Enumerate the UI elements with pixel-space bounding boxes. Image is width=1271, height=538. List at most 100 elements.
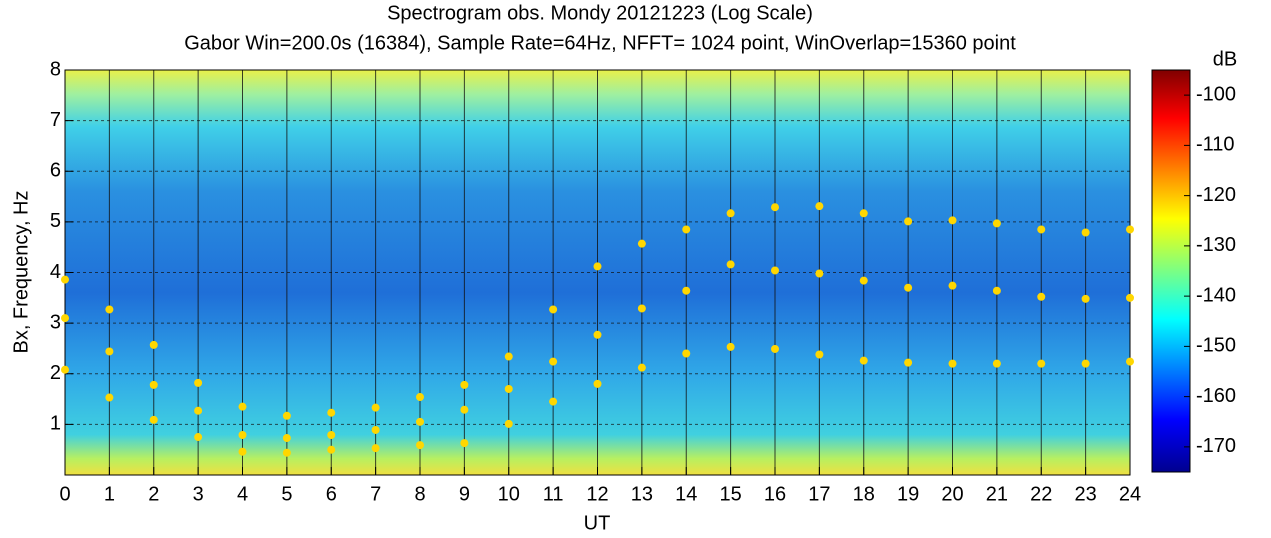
point bbox=[637, 304, 646, 313]
x-tick-label: 6 bbox=[326, 483, 337, 505]
point bbox=[726, 342, 735, 351]
x-tick-label: 20 bbox=[941, 483, 963, 505]
x-tick-label: 16 bbox=[764, 483, 786, 505]
point bbox=[726, 260, 735, 269]
colorbar-tick-label: -120 bbox=[1196, 184, 1236, 206]
point bbox=[1037, 225, 1046, 234]
point bbox=[460, 405, 469, 414]
point bbox=[726, 209, 735, 218]
point bbox=[771, 203, 779, 212]
x-tick-label: 13 bbox=[631, 483, 653, 505]
point bbox=[682, 225, 691, 234]
point bbox=[549, 305, 558, 314]
x-tick-label: 8 bbox=[414, 483, 425, 505]
x-tick-label: 14 bbox=[675, 483, 697, 505]
point bbox=[1037, 359, 1046, 368]
point bbox=[593, 330, 602, 339]
point bbox=[327, 445, 336, 454]
point bbox=[815, 202, 824, 211]
x-tick-label: 11 bbox=[543, 483, 564, 505]
point bbox=[1126, 293, 1134, 302]
point bbox=[460, 439, 469, 448]
point bbox=[1126, 357, 1134, 366]
point bbox=[549, 397, 558, 406]
point bbox=[682, 349, 691, 358]
x-tick-label: 23 bbox=[1075, 483, 1097, 505]
y-tick-label: 8 bbox=[50, 58, 61, 80]
point bbox=[327, 408, 336, 417]
x-tick-label: 10 bbox=[498, 483, 520, 505]
point bbox=[416, 393, 424, 402]
point bbox=[105, 393, 114, 402]
point bbox=[149, 415, 158, 424]
x-tick-label: 21 bbox=[986, 483, 1008, 505]
point bbox=[282, 434, 291, 443]
point bbox=[992, 286, 1001, 295]
point bbox=[815, 269, 824, 278]
point bbox=[1081, 359, 1090, 368]
point bbox=[371, 403, 380, 412]
x-tick-label: 12 bbox=[586, 483, 608, 505]
x-tick-label: 17 bbox=[808, 483, 830, 505]
point bbox=[105, 305, 114, 314]
point bbox=[504, 352, 513, 361]
x-axis-label: UT bbox=[584, 512, 611, 534]
point bbox=[992, 359, 1001, 368]
x-tick-label: 19 bbox=[897, 483, 919, 505]
point bbox=[637, 363, 646, 372]
y-tick-label: 7 bbox=[50, 109, 61, 131]
colorbar-tick-label: -170 bbox=[1196, 435, 1236, 457]
x-tick-label: 0 bbox=[59, 483, 70, 505]
point bbox=[416, 417, 424, 426]
point bbox=[460, 380, 469, 389]
colorbar-tick-label: -110 bbox=[1196, 134, 1235, 156]
point bbox=[859, 356, 868, 365]
point bbox=[105, 347, 114, 356]
point bbox=[1037, 292, 1046, 301]
point bbox=[904, 358, 913, 367]
point bbox=[194, 433, 203, 442]
point bbox=[61, 314, 69, 323]
point bbox=[1081, 228, 1090, 237]
point bbox=[859, 209, 868, 218]
point bbox=[815, 350, 824, 359]
point bbox=[771, 266, 779, 275]
plot-frame bbox=[64, 69, 1131, 476]
point bbox=[238, 402, 247, 411]
y-tick-label: 5 bbox=[50, 210, 61, 232]
x-tick-label: 7 bbox=[370, 483, 381, 505]
x-tick-label: 22 bbox=[1030, 483, 1052, 505]
point bbox=[282, 411, 291, 420]
point bbox=[504, 419, 513, 428]
point bbox=[637, 239, 646, 248]
y-tick-label: 6 bbox=[50, 160, 61, 182]
point bbox=[1081, 294, 1090, 303]
colorbar-label: dB bbox=[1213, 48, 1237, 70]
x-tick-label: 15 bbox=[720, 483, 742, 505]
y-tick-label: 4 bbox=[50, 261, 61, 283]
point bbox=[238, 447, 247, 456]
x-tick-label: 5 bbox=[281, 483, 292, 505]
point bbox=[61, 365, 69, 374]
point bbox=[682, 286, 691, 295]
point bbox=[992, 219, 1001, 228]
point bbox=[238, 431, 247, 440]
x-tick-label: 4 bbox=[237, 483, 248, 505]
point bbox=[904, 283, 913, 292]
x-tick-label: 9 bbox=[459, 483, 470, 505]
y-tick-label: 2 bbox=[50, 362, 61, 384]
point bbox=[194, 406, 203, 415]
point bbox=[1126, 225, 1134, 234]
point bbox=[149, 380, 158, 389]
colorbar-tick-label: -150 bbox=[1196, 335, 1236, 357]
point bbox=[504, 384, 513, 393]
point bbox=[771, 344, 779, 353]
point bbox=[948, 216, 957, 225]
point bbox=[194, 378, 203, 387]
point bbox=[593, 379, 602, 388]
colorbar bbox=[1151, 69, 1191, 473]
point bbox=[327, 431, 336, 440]
point bbox=[948, 359, 957, 368]
point bbox=[61, 275, 69, 284]
point bbox=[859, 276, 868, 285]
